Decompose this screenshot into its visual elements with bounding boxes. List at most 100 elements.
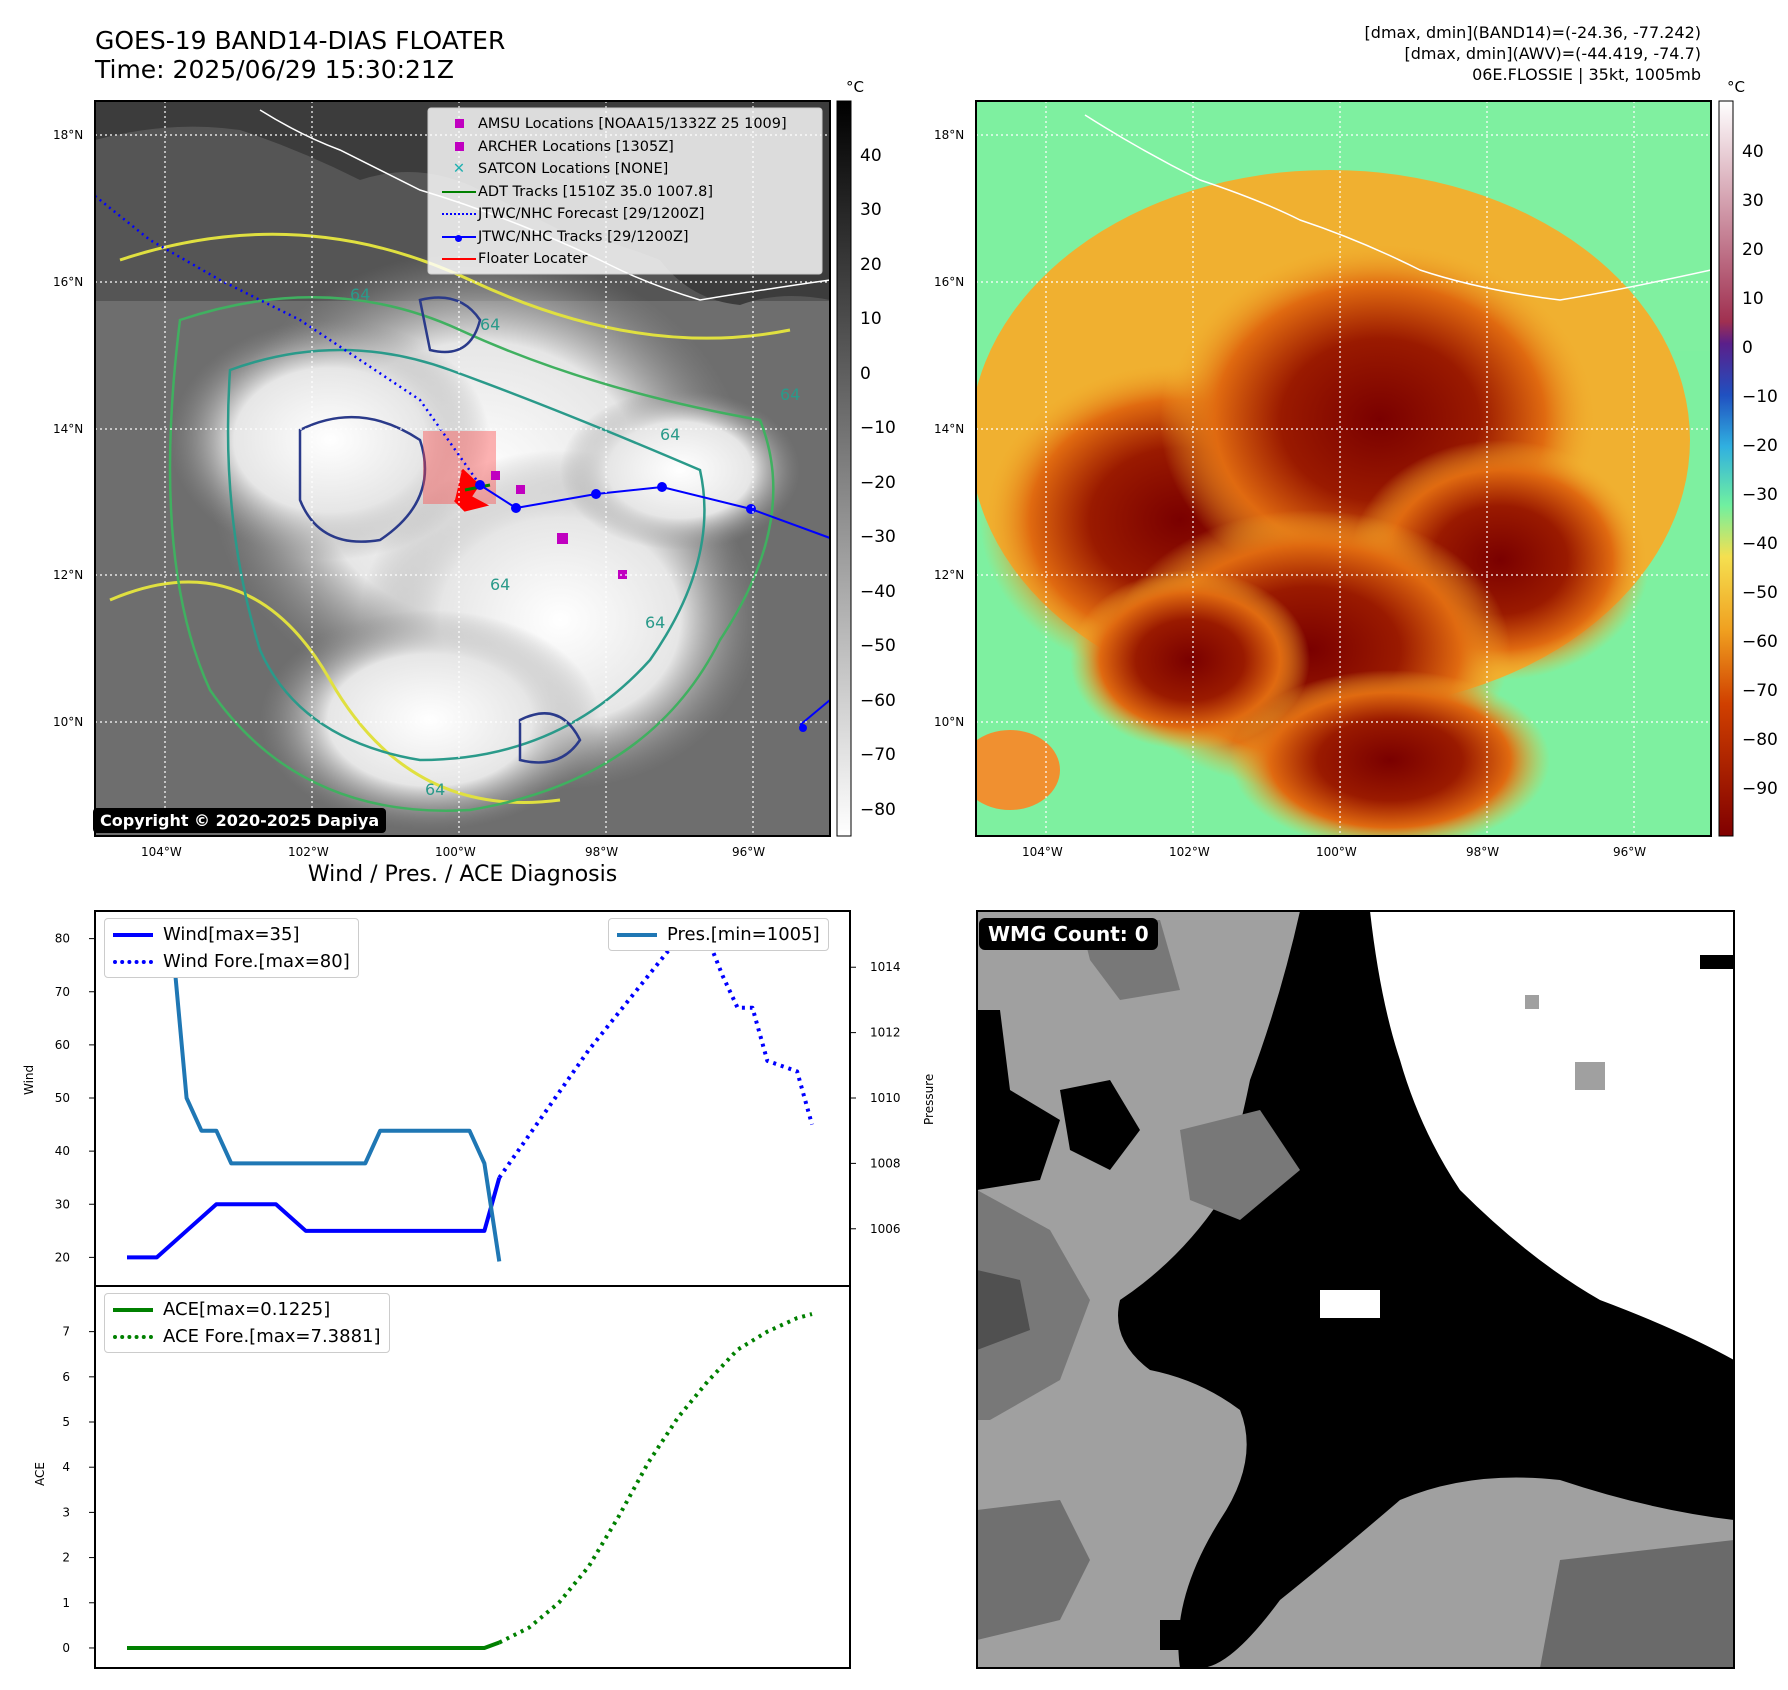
legend-entry: Wind Fore.[max=80] bbox=[113, 948, 350, 975]
wv-image bbox=[976, 101, 1711, 836]
legend-entry: JTWC/NHC Forecast [29/1200Z] bbox=[440, 203, 787, 226]
wmg-count-badge: WMG Count: 0 bbox=[979, 918, 1158, 950]
pressure-legend: Pres.[min=1005] bbox=[608, 918, 829, 951]
info-line3: 06E.FLOSSIE | 35kt, 1005mb bbox=[1472, 65, 1701, 84]
wv-frame bbox=[975, 100, 1712, 837]
copyright-badge: Copyright © 2020-2025 Dapiya bbox=[93, 808, 387, 833]
ace-axis-label: ACE bbox=[33, 1462, 47, 1486]
legend-label: JTWC/NHC Forecast [29/1200Z] bbox=[478, 206, 705, 223]
pressure-ytick-label: 1010 bbox=[870, 1091, 901, 1105]
pressure-axis-label: Pressure bbox=[922, 1073, 936, 1125]
colorbar-tick: 30 bbox=[1742, 191, 1764, 211]
forecast-dotted-icon bbox=[442, 213, 476, 216]
ace-forecast-icon bbox=[113, 1334, 153, 1339]
wind-ytick-label: 20 bbox=[55, 1250, 70, 1264]
ace-ytick-label: 1 bbox=[62, 1596, 70, 1610]
satcon-marker-icon: ✕ bbox=[452, 161, 466, 178]
archer-marker-icon bbox=[454, 141, 464, 151]
legend-entry: AMSU Locations [NOAA15/1332Z 25 1009] bbox=[440, 113, 787, 136]
ace-ytick-label: 7 bbox=[62, 1325, 70, 1339]
legend-label: Floater Locater bbox=[478, 251, 588, 268]
pressure-ytick-label: 1012 bbox=[870, 1026, 901, 1040]
ir-legend bbox=[427, 107, 823, 275]
lon-tick: 100°W bbox=[435, 845, 476, 859]
wv-colorbar-unit: °C bbox=[1727, 78, 1745, 96]
lon-tick: 96°W bbox=[1613, 845, 1647, 859]
lon-tick: 102°W bbox=[1169, 845, 1210, 859]
lat-tick: 10°N bbox=[53, 715, 84, 729]
colorbar-tick: −90 bbox=[1742, 779, 1778, 799]
ir-image bbox=[95, 101, 830, 836]
lat-tick: 10°N bbox=[934, 715, 965, 729]
legend-label: ACE[max=0.1225] bbox=[163, 1299, 331, 1320]
colorbar-tick: −40 bbox=[860, 582, 896, 602]
colorbar-tick: −30 bbox=[860, 527, 896, 547]
colorbar-tick: 10 bbox=[1742, 289, 1764, 309]
colorbar-tick: −70 bbox=[1742, 681, 1778, 701]
title-line2: Time: 2025/06/29 15:30:21Z bbox=[95, 55, 454, 84]
lat-tick: 12°N bbox=[53, 568, 84, 582]
title-line1: GOES-19 BAND14-DIAS FLOATER bbox=[95, 26, 506, 55]
colorbar-tick: −10 bbox=[1742, 387, 1778, 407]
lon-tick: 104°W bbox=[141, 845, 182, 859]
info-line1: [dmax, dmin](BAND14)=(-24.36, -77.242) bbox=[1364, 23, 1701, 42]
wind-ytick-label: 50 bbox=[55, 1091, 70, 1105]
amsu-marker-icon bbox=[454, 119, 464, 129]
legend-label: ARCHER Locations [1305Z] bbox=[478, 138, 674, 155]
legend-entry: Wind[max=35] bbox=[113, 921, 350, 948]
pressure-ytick-label: 1006 bbox=[870, 1222, 901, 1236]
colorbar-tick: 10 bbox=[860, 309, 882, 329]
ir-colorbar bbox=[836, 100, 852, 837]
legend-entry: ARCHER Locations [1305Z] bbox=[440, 136, 787, 159]
ir-legend-entries: AMSU Locations [NOAA15/1332Z 25 1009] AR… bbox=[440, 113, 787, 271]
legend-entry: Floater Locater bbox=[440, 248, 787, 271]
ace-ytick-label: 2 bbox=[62, 1551, 70, 1565]
wmg-frame bbox=[976, 910, 1735, 1669]
wind-legend: Wind[max=35] Wind Fore.[max=80] bbox=[104, 918, 359, 978]
legend-label: Pres.[min=1005] bbox=[667, 924, 820, 945]
colorbar-tick: −50 bbox=[1742, 583, 1778, 603]
contour-label: 64 bbox=[645, 613, 665, 632]
lat-tick: 18°N bbox=[53, 128, 84, 142]
ir-frame bbox=[94, 100, 831, 837]
colorbar-tick: −80 bbox=[1742, 730, 1778, 750]
colorbar-tick: −70 bbox=[860, 745, 896, 765]
wmg-image bbox=[977, 911, 1734, 1668]
ace-ytick-label: 4 bbox=[62, 1460, 70, 1474]
legend-entry: JTWC/NHC Tracks [29/1200Z] bbox=[440, 226, 787, 249]
legend-entry: ACE Fore.[max=7.3881] bbox=[113, 1323, 381, 1350]
lat-tick: 12°N bbox=[934, 568, 965, 582]
wind-ytick-label: 80 bbox=[55, 932, 70, 946]
lon-tick: 98°W bbox=[1466, 845, 1500, 859]
ace-ytick-label: 6 bbox=[62, 1370, 70, 1384]
colorbar-tick: −40 bbox=[1742, 534, 1778, 554]
wind-pres-series-0 bbox=[127, 1177, 502, 1260]
ace-legend: ACE[max=0.1225] ACE Fore.[max=7.3881] bbox=[104, 1293, 390, 1353]
legend-label: Wind[max=35] bbox=[163, 924, 300, 945]
colorbar-tick: −60 bbox=[860, 691, 896, 711]
lon-tick: 98°W bbox=[585, 845, 619, 859]
colorbar-tick: −10 bbox=[860, 418, 896, 438]
ace-series-1 bbox=[498, 1312, 813, 1645]
legend-label: ACE Fore.[max=7.3881] bbox=[163, 1326, 381, 1347]
colorbar-tick: 0 bbox=[860, 364, 871, 384]
colorbar-tick: −20 bbox=[860, 473, 896, 493]
lat-tick: 14°N bbox=[934, 422, 965, 436]
info-line2: [dmax, dmin](AWV)=(-44.419, -74.7) bbox=[1404, 44, 1701, 63]
lat-tick: 16°N bbox=[53, 275, 84, 289]
wv-colorbar bbox=[1718, 100, 1734, 837]
figure-info: [dmax, dmin](BAND14)=(-24.36, -77.242) [… bbox=[1365, 22, 1701, 85]
colorbar-tick: −60 bbox=[1742, 632, 1778, 652]
lon-tick: 96°W bbox=[732, 845, 766, 859]
wind-line-icon bbox=[113, 932, 153, 937]
ace-series-0 bbox=[127, 1640, 500, 1650]
wind-axis-label: Wind bbox=[22, 1064, 36, 1095]
contour-label: 64 bbox=[780, 385, 800, 404]
contour-label: 64 bbox=[350, 285, 370, 304]
colorbar-tick: 40 bbox=[860, 146, 882, 166]
legend-label: Wind Fore.[max=80] bbox=[163, 951, 350, 972]
pressure-ytick-label: 1008 bbox=[870, 1156, 901, 1170]
contour-label: 64 bbox=[425, 780, 445, 799]
legend-label: ADT Tracks [1510Z 35.0 1007.8] bbox=[478, 183, 714, 200]
